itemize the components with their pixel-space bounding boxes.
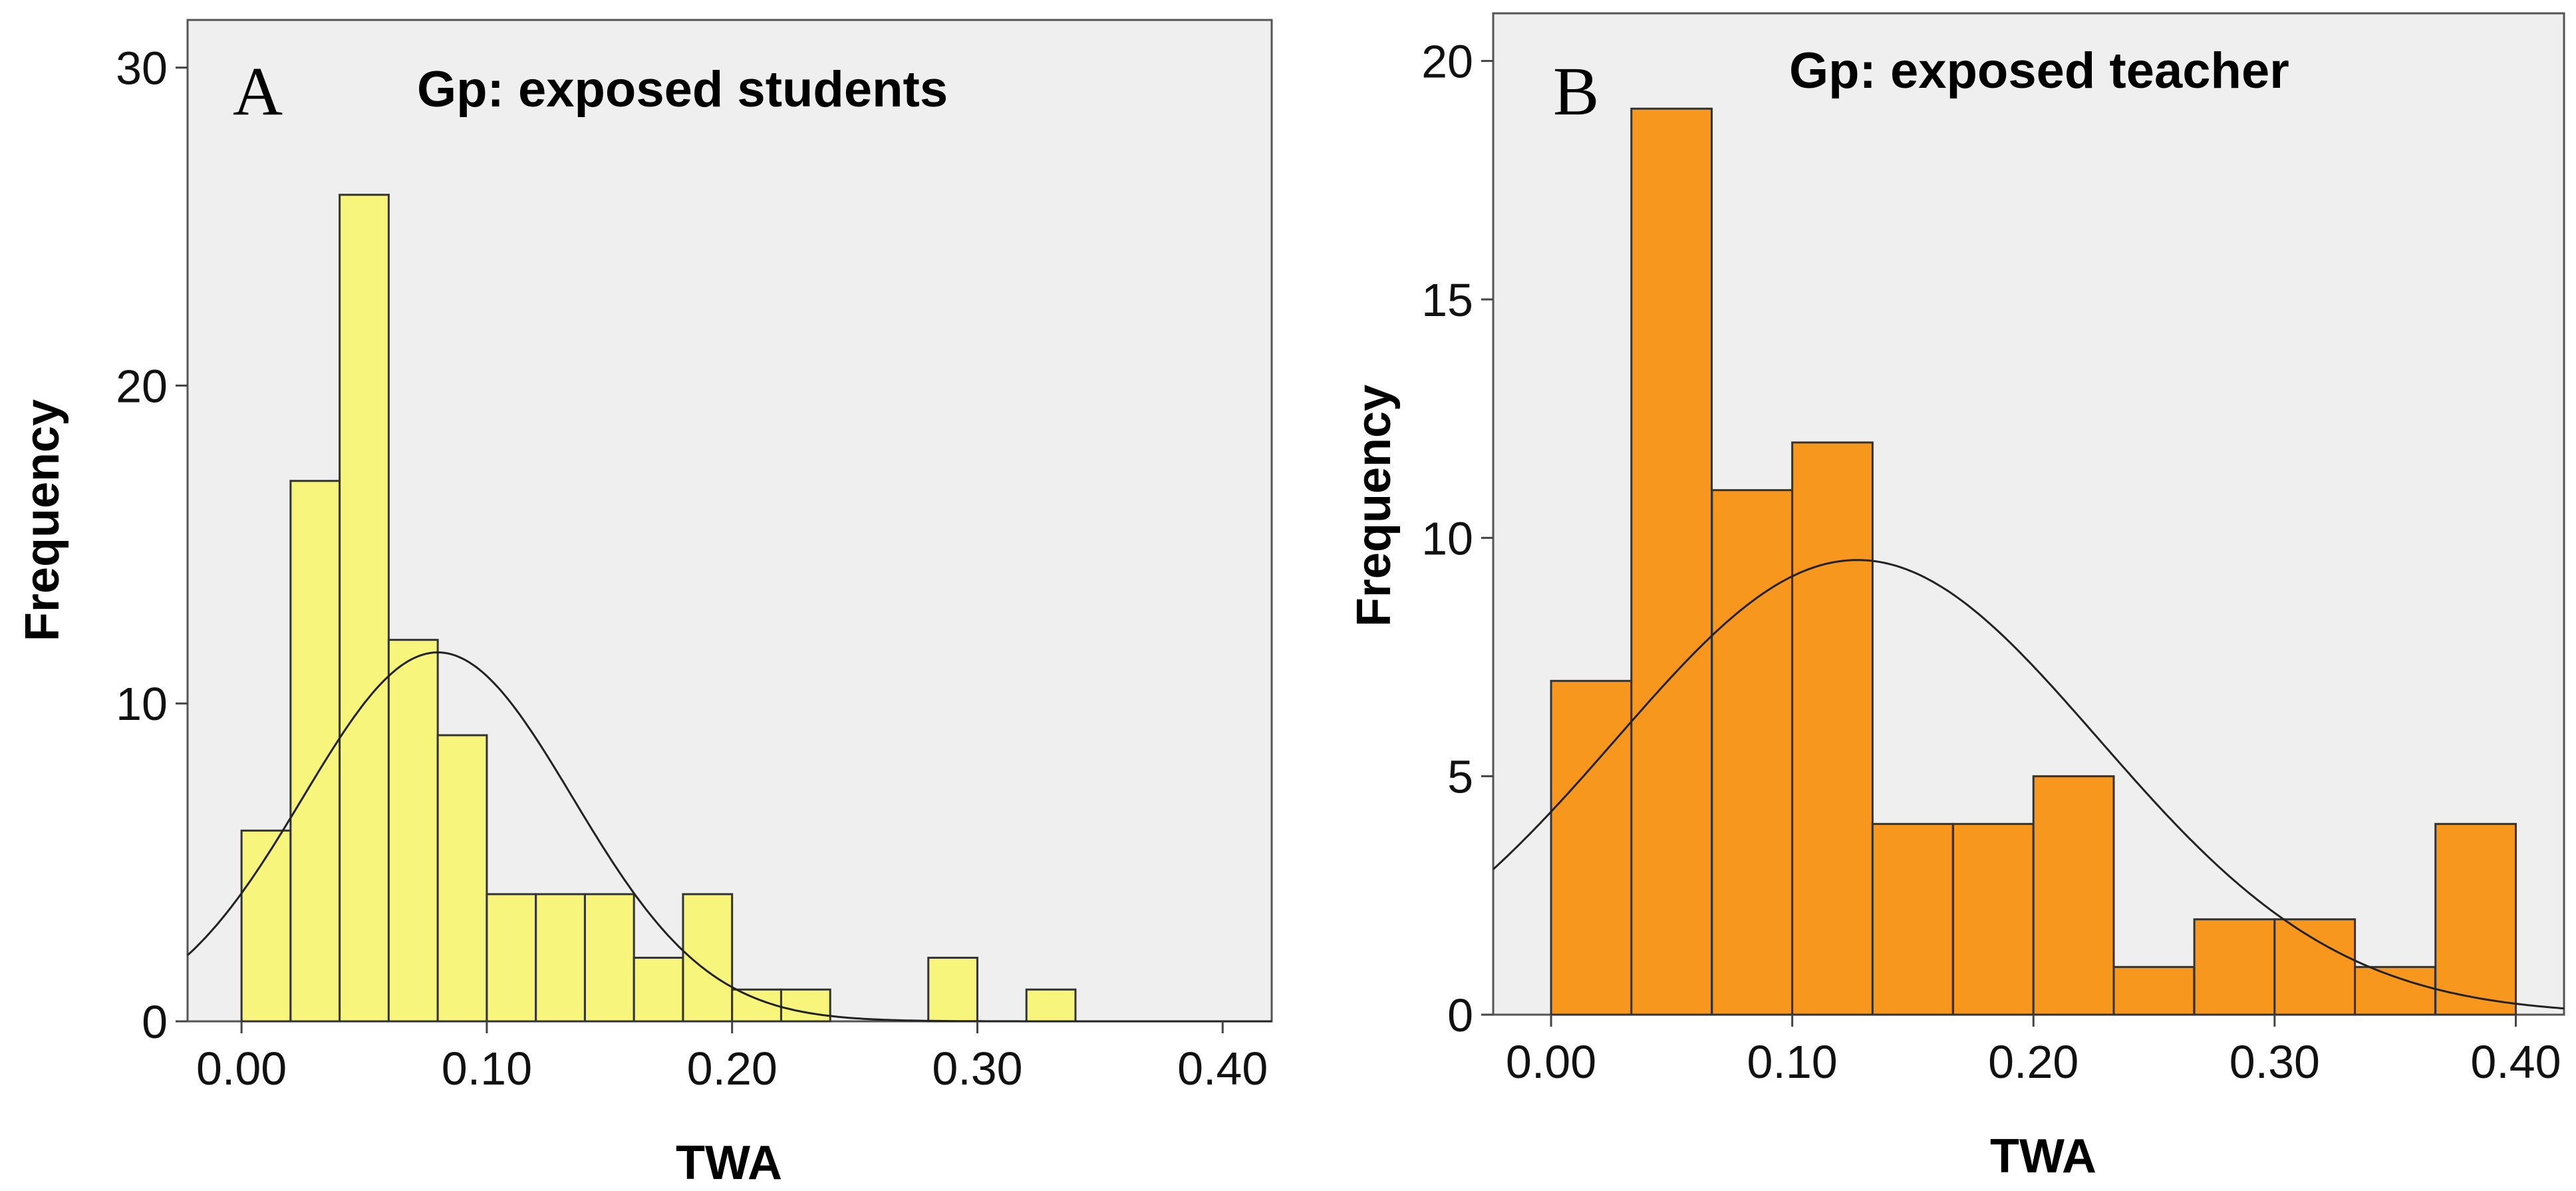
x-axis: 0.00 0.10 0.20 0.30 0.40 — [196, 1021, 1268, 1095]
histogram-bar — [2434, 822, 2517, 1016]
x-axis-label: TWA — [1990, 1130, 2096, 1183]
normal-curve — [186, 651, 1272, 1023]
histogram-bar — [2273, 918, 2357, 1016]
x-tick-label: 0.30 — [2229, 1036, 2320, 1088]
histogram-bar — [387, 639, 439, 1023]
x-tick-label: 0.10 — [442, 1043, 532, 1095]
x-tick-label: 0.40 — [1177, 1043, 1268, 1095]
panel-letter: B — [1553, 53, 1599, 130]
histogram-bar — [436, 734, 488, 1023]
y-axis: 0 5 10 15 20 — [1421, 36, 1493, 1041]
histogram-bar — [339, 194, 390, 1023]
histogram-bar — [240, 829, 292, 1023]
x-tick-label: 0.00 — [1506, 1036, 1596, 1088]
chart-title: Gp: exposed teacher — [1789, 43, 2289, 99]
histogram-bar — [1952, 822, 2035, 1016]
x-tick-label: 0.20 — [687, 1043, 778, 1095]
y-tick-label: 15 — [1421, 274, 1473, 326]
chart-panel-a: 0.00 0.10 0.20 0.30 0.40 0 10 20 30 A Gp: expos… — [16, 19, 1273, 1190]
histogram-bar — [2354, 965, 2436, 1016]
y-tick-label: 0 — [142, 996, 168, 1048]
histogram-bar — [780, 988, 831, 1023]
x-tick-label: 0.20 — [1988, 1036, 2078, 1088]
y-tick-label: 0 — [1447, 989, 1473, 1041]
x-tick-label: 0.00 — [196, 1043, 287, 1095]
histogram-bar — [1871, 822, 1954, 1016]
x-tick-label: 0.30 — [932, 1043, 1022, 1095]
histogram-bar — [2193, 918, 2276, 1016]
panel-letter: A — [233, 53, 283, 130]
y-axis: 0 10 20 30 — [116, 43, 188, 1048]
normal-curve — [1492, 559, 2565, 1010]
histogram-bar — [1711, 489, 1794, 1016]
histogram-bar — [1630, 107, 1713, 1016]
y-tick-label: 10 — [1421, 512, 1473, 564]
bars — [1550, 107, 2517, 1016]
histogram-bar — [535, 893, 586, 1023]
histogram-bar — [633, 956, 684, 1023]
normal-curve-line — [186, 651, 1272, 1023]
histogram-bar — [486, 893, 537, 1023]
histogram-bar — [1025, 988, 1077, 1023]
y-axis-label: Frequency — [16, 399, 69, 641]
y-tick-label: 30 — [116, 43, 168, 94]
histogram-bar — [1791, 441, 1874, 1016]
chart-panel-b: 0.00 0.10 0.20 0.30 0.40 0 5 10 15 20 B Gp: expo… — [1348, 12, 2565, 1183]
x-axis: 0.00 0.10 0.20 0.30 0.40 — [1506, 1015, 2561, 1088]
histogram-bar — [2032, 775, 2115, 1016]
x-axis-label: TWA — [676, 1136, 782, 1190]
normal-curve-line — [1492, 559, 2565, 1010]
histogram-bar — [2112, 965, 2196, 1016]
y-tick-label: 10 — [116, 678, 168, 730]
x-tick-label: 0.10 — [1747, 1036, 1838, 1088]
y-tick-label: 5 — [1447, 751, 1473, 803]
histogram-bar — [927, 956, 978, 1023]
y-axis-label: Frequency — [1348, 385, 1401, 627]
x-tick-label: 0.40 — [2470, 1036, 2561, 1088]
histogram-bar — [583, 893, 635, 1023]
histogram-bar — [1550, 679, 1633, 1016]
chart-title: Gp: exposed students — [417, 61, 948, 118]
y-tick-label: 20 — [116, 360, 168, 412]
y-tick-label: 20 — [1421, 36, 1473, 88]
